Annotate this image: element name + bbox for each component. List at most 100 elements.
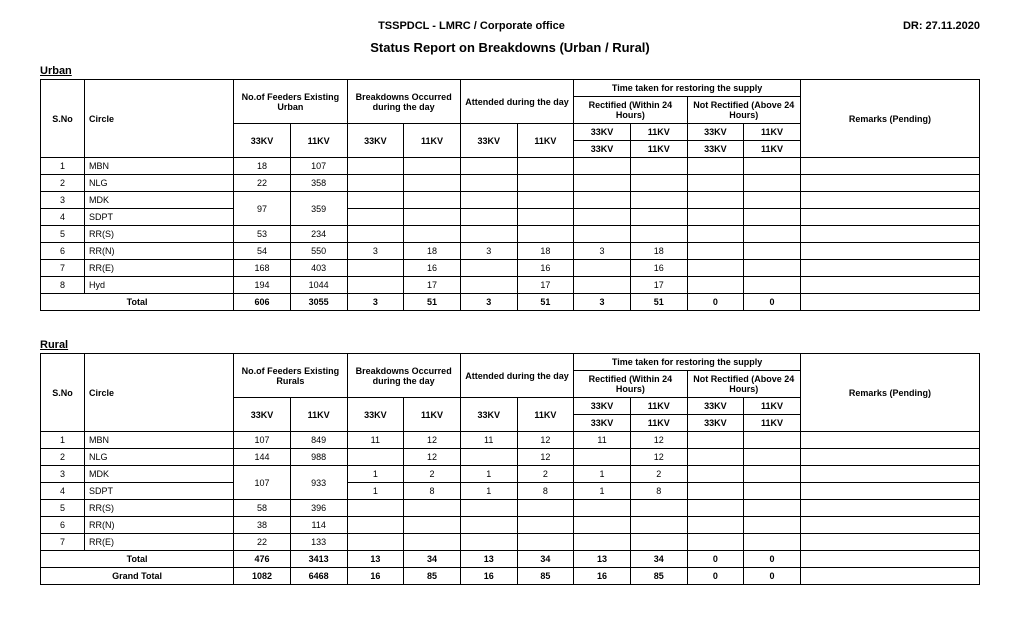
cell-b33	[347, 277, 404, 294]
cell-circle: SDPT	[85, 209, 234, 226]
cell-remarks	[800, 432, 979, 449]
col-notrectified: Not Rectified (Above 24 Hours)	[687, 97, 800, 124]
col-11kv: 11KV	[630, 124, 687, 141]
cell-r33	[574, 226, 631, 243]
cell-a33	[460, 158, 517, 175]
cell-a33: 11	[460, 432, 517, 449]
col-33kv: 33KV	[347, 124, 404, 158]
cell-n11	[744, 449, 801, 466]
cell-b33: 1	[347, 466, 404, 483]
cell-n11	[744, 534, 801, 551]
col-11kv: 11KV	[630, 398, 687, 415]
cell-r33	[574, 175, 631, 192]
cell-f33: 107	[234, 432, 291, 449]
col-remarks: Remarks (Pending)	[800, 80, 979, 158]
cell-r33	[574, 260, 631, 277]
cell-sno: 6	[41, 517, 85, 534]
cell-a11: 18	[517, 243, 574, 260]
cell-circle: RR(E)	[85, 534, 234, 551]
col-11kv: 11KV	[630, 141, 687, 158]
report-table: S.NoCircleNo.of Feeders Existing RuralsB…	[40, 353, 980, 585]
cell-b11	[404, 175, 461, 192]
total-label: Total	[41, 551, 234, 568]
col-attended: Attended during the day	[460, 354, 573, 398]
cell-f11: 133	[290, 534, 347, 551]
cell-f33: 194	[234, 277, 291, 294]
cell-n11	[744, 209, 801, 226]
cell-circle: Hyd	[85, 277, 234, 294]
cell-r33	[574, 192, 631, 209]
cell-r11	[630, 175, 687, 192]
col-attended: Attended during the day	[460, 80, 573, 124]
col-feeders: No.of Feeders Existing Rurals	[234, 354, 347, 398]
col-33kv: 33KV	[687, 398, 744, 415]
cell-f33: 58	[234, 500, 291, 517]
cell-a33	[460, 209, 517, 226]
cell-sno: 7	[41, 260, 85, 277]
table-row: 6RR(N)54550318318318	[41, 243, 980, 260]
cell-a11	[517, 175, 574, 192]
cell-a33: 1	[460, 483, 517, 500]
col-feeders: No.of Feeders Existing Urban	[234, 80, 347, 124]
cell-b11	[404, 158, 461, 175]
col-11kv: 11KV	[404, 398, 461, 432]
cell-r33: 11	[574, 432, 631, 449]
cell-circle: MDK	[85, 466, 234, 483]
cell-n11	[744, 175, 801, 192]
cell-f33: 38	[234, 517, 291, 534]
cell-a33	[460, 449, 517, 466]
cell-n33	[687, 175, 744, 192]
cell-b11	[404, 517, 461, 534]
col-sno: S.No	[41, 80, 85, 158]
cell-r11	[630, 534, 687, 551]
col-rectified: Rectified (Within 24 Hours)	[574, 371, 687, 398]
cell-n33	[687, 466, 744, 483]
total-row: Total476341313341334133400	[41, 551, 980, 568]
cell-a11	[517, 192, 574, 209]
cell-b33	[347, 175, 404, 192]
cell-b33: 11	[347, 432, 404, 449]
cell-f11: 550	[290, 243, 347, 260]
col-11kv: 11KV	[517, 124, 574, 158]
cell-circle: RR(N)	[85, 243, 234, 260]
col-33kv: 33KV	[574, 124, 631, 141]
cell-r33	[574, 209, 631, 226]
col-timetaken: Time taken for restoring the supply	[574, 354, 801, 371]
cell-a33	[460, 277, 517, 294]
total-row: Total606305535135135100	[41, 294, 980, 311]
cell-f33: 97	[234, 192, 291, 226]
cell-a33	[460, 260, 517, 277]
col-breakdowns: Breakdowns Occurred during the day	[347, 354, 460, 398]
cell-r11: 12	[630, 432, 687, 449]
date-line: DR: 27.11.2020	[903, 20, 980, 32]
table-row: 2NLG22358	[41, 175, 980, 192]
col-11kv: 11KV	[630, 415, 687, 432]
cell-a33	[460, 226, 517, 243]
cell-remarks	[800, 500, 979, 517]
cell-a11	[517, 226, 574, 243]
cell-remarks	[800, 243, 979, 260]
cell-a11	[517, 534, 574, 551]
cell-b11	[404, 192, 461, 209]
col-11kv: 11KV	[744, 415, 801, 432]
cell-n33	[687, 500, 744, 517]
cell-circle: RR(N)	[85, 517, 234, 534]
cell-r33: 1	[574, 483, 631, 500]
cell-f33: 54	[234, 243, 291, 260]
cell-f33: 168	[234, 260, 291, 277]
cell-sno: 8	[41, 277, 85, 294]
col-33kv: 33KV	[687, 124, 744, 141]
cell-f33: 22	[234, 175, 291, 192]
cell-a11: 17	[517, 277, 574, 294]
col-33kv: 33KV	[687, 141, 744, 158]
cell-circle: SDPT	[85, 483, 234, 500]
cell-remarks	[800, 226, 979, 243]
cell-n11	[744, 517, 801, 534]
cell-b33	[347, 517, 404, 534]
cell-a11	[517, 517, 574, 534]
cell-f11: 107	[290, 158, 347, 175]
cell-b11: 12	[404, 449, 461, 466]
cell-b11	[404, 226, 461, 243]
report-table: S.NoCircleNo.of Feeders Existing UrbanBr…	[40, 79, 980, 311]
cell-remarks	[800, 158, 979, 175]
